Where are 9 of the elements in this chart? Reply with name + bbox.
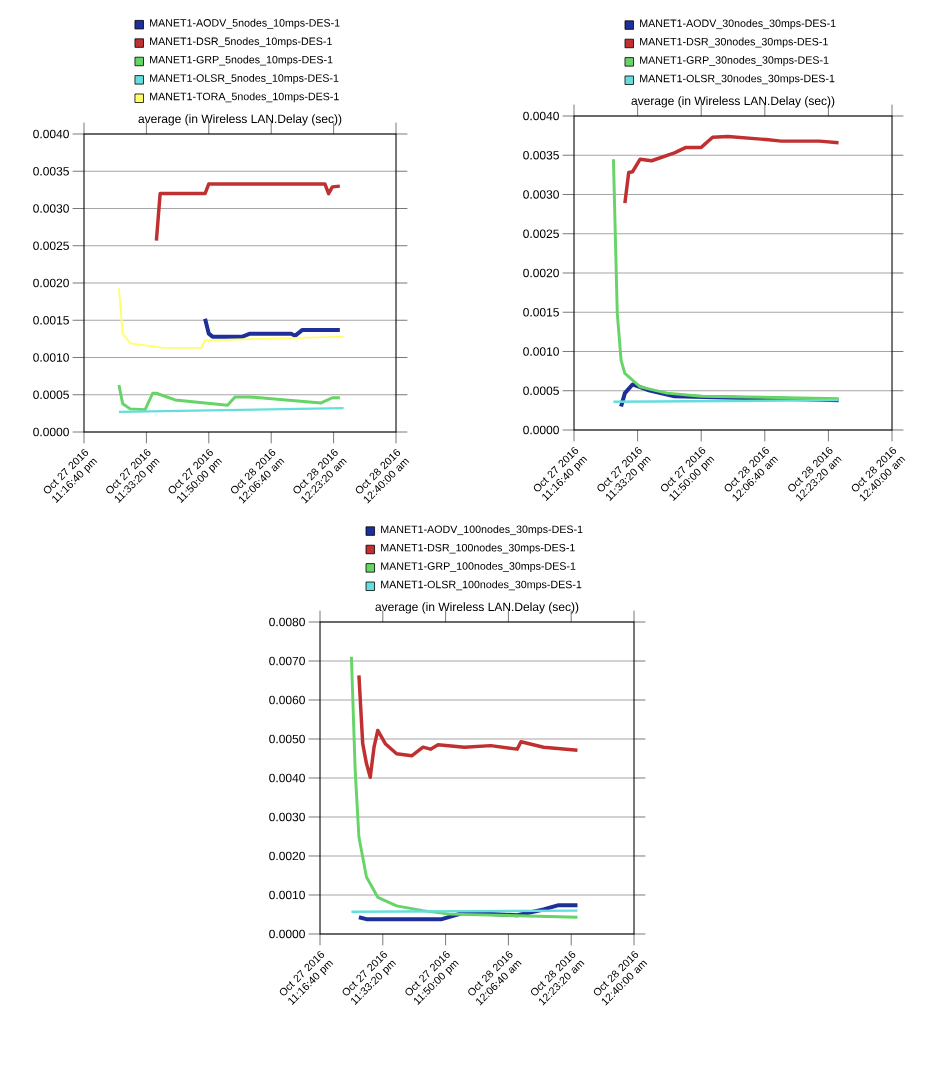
line-series [203, 316, 342, 339]
line-series [357, 673, 580, 779]
line-series [117, 383, 342, 412]
line-series [118, 287, 345, 349]
line-series [154, 182, 342, 243]
line-series [356, 903, 580, 922]
line-series [349, 655, 579, 919]
line-series [623, 134, 841, 205]
line-series [611, 157, 841, 401]
